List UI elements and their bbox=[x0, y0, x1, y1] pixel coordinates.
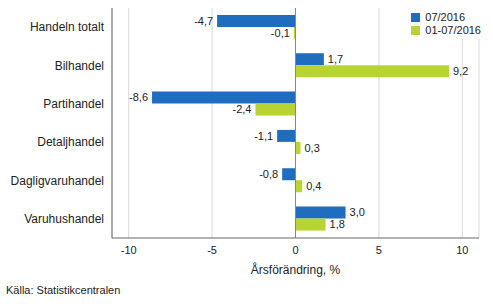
svg-text:10: 10 bbox=[456, 244, 468, 256]
svg-text:0,4: 0,4 bbox=[306, 180, 321, 192]
svg-text:-4,7: -4,7 bbox=[194, 15, 213, 27]
svg-text:0: 0 bbox=[292, 244, 298, 256]
html-text:Källa: Statistikcentralen: Källa: Statistikcentralen bbox=[6, 284, 121, 296]
svg-text:3,0: 3,0 bbox=[350, 206, 365, 218]
svg-text:0,3: 0,3 bbox=[305, 142, 320, 154]
svg-text:-10: -10 bbox=[121, 244, 137, 256]
svg-text:Handeln totalt: Handeln totalt bbox=[30, 20, 105, 34]
svg-text:-8,6: -8,6 bbox=[129, 91, 148, 103]
svg-text:-1,1: -1,1 bbox=[254, 130, 273, 142]
svg-text:Detaljhandel: Detaljhandel bbox=[37, 135, 104, 149]
svg-text:Partihandel: Partihandel bbox=[43, 97, 104, 111]
svg-text:-0,8: -0,8 bbox=[259, 168, 278, 180]
html-text:01-07/2016: 01-07/2016 bbox=[425, 24, 481, 36]
svg-text:Årsförändring, %: Årsförändring, % bbox=[251, 262, 341, 277]
html-text:07/2016: 07/2016 bbox=[425, 11, 466, 23]
svg-text:1,7: 1,7 bbox=[328, 53, 343, 65]
svg-text:Varuhushandel: Varuhushandel bbox=[24, 212, 104, 226]
svg-text:5: 5 bbox=[376, 244, 382, 256]
svg-text:-5: -5 bbox=[207, 244, 217, 256]
svg-text:1,8: 1,8 bbox=[330, 218, 345, 230]
svg-text:-0,1: -0,1 bbox=[271, 27, 290, 39]
svg-text:9,2: 9,2 bbox=[453, 65, 468, 77]
svg-text:Dagligvaruhandel: Dagligvaruhandel bbox=[11, 174, 104, 188]
svg-text:Bilhandel: Bilhandel bbox=[55, 59, 104, 73]
svg-text:-2,4: -2,4 bbox=[232, 103, 251, 115]
